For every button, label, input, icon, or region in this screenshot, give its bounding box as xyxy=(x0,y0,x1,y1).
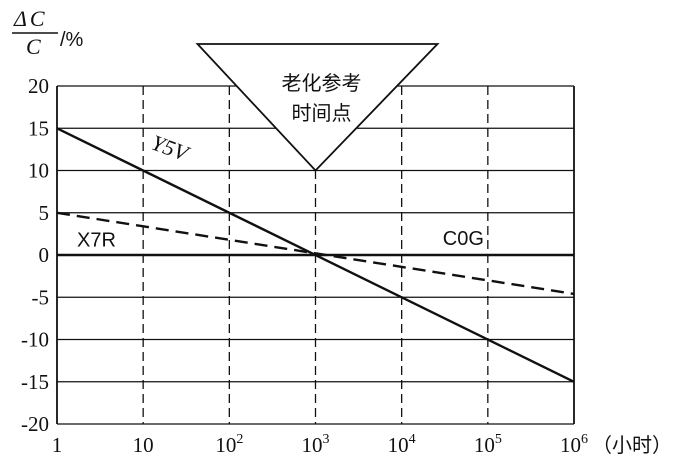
y-tick-label: -10 xyxy=(21,328,49,352)
y-label-unit: /% xyxy=(60,29,84,51)
annotation-line-1: 老化参考 xyxy=(282,72,362,95)
x-tick-label: 103 xyxy=(302,432,330,457)
series-label-x7r: X7R xyxy=(77,230,116,252)
annotation-line-2: 时间点 xyxy=(292,102,352,125)
x-tick-label: 106 xyxy=(560,432,588,457)
series-label-c0g: C0G xyxy=(443,228,484,250)
aging-reference-annotation: 老化参考 时间点 xyxy=(195,43,440,172)
x-tick-label: 105 xyxy=(474,432,502,457)
y-label-delta: Δ xyxy=(13,6,27,31)
y-tick-label: 15 xyxy=(28,116,49,140)
annotation-triangle xyxy=(195,43,440,172)
y-tick-label: -15 xyxy=(21,370,49,394)
series-label-y5v: Y5V xyxy=(148,130,193,167)
x-axis-unit: （小时） xyxy=(592,434,672,457)
y-tick-label: 10 xyxy=(28,159,49,183)
series-layer xyxy=(56,127,575,383)
y-tick-label: 0 xyxy=(39,243,50,267)
y-tick-label: -20 xyxy=(21,412,49,436)
y-label-c-denominator: C xyxy=(26,34,41,59)
y-tick-label: 20 xyxy=(28,74,49,98)
series-line-x7r xyxy=(56,211,575,296)
x-tick-label: 10 xyxy=(133,433,154,457)
svg-text:ΔC: ΔC xyxy=(13,6,45,31)
y-tick-labels: 20 15 10 5 0 -5 -10 -15 -20 xyxy=(21,74,49,436)
x-tick-label: 104 xyxy=(388,432,416,457)
y-label-c-numerator: C xyxy=(30,6,45,31)
x-tick-label: 102 xyxy=(215,432,243,457)
x-tick-label: 1 xyxy=(52,433,63,457)
y-tick-label: -5 xyxy=(32,285,50,309)
y-tick-label: 5 xyxy=(39,201,50,225)
x-tick-labels: 1 10 102 103 104 105 106 xyxy=(52,432,588,457)
